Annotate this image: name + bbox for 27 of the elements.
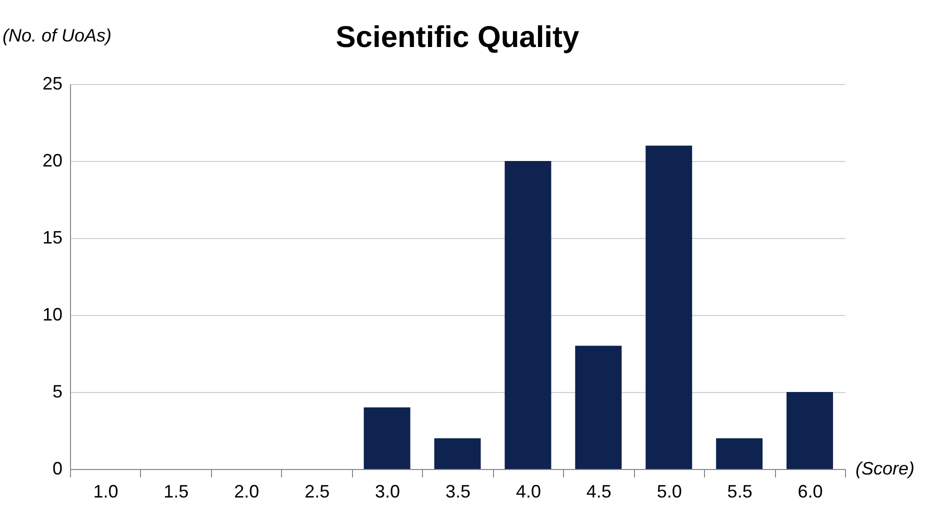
x-axis-title: (Score) [856, 458, 915, 478]
bar [364, 407, 410, 469]
y-axis-title: (No. of UoAs) [2, 26, 112, 46]
y-tick-label: 15 [42, 228, 62, 248]
y-tick-label: 20 [42, 150, 62, 170]
y-tick-label: 0 [52, 458, 62, 478]
x-tick-label: 1.0 [93, 482, 118, 502]
x-tick-label: 2.0 [234, 482, 260, 502]
chart-title: Scientific Quality [336, 21, 580, 54]
x-tick-label: 2.5 [304, 482, 330, 502]
x-tick-label: 4.5 [586, 482, 612, 502]
y-tick-label: 10 [42, 304, 62, 324]
bar [646, 146, 692, 469]
bar [716, 438, 763, 469]
x-tick-label: 4.0 [516, 482, 541, 502]
bar [575, 346, 622, 469]
x-tick-label: 3.0 [375, 482, 400, 502]
x-tick-label: 1.5 [164, 482, 189, 502]
x-tick-label: 5.5 [727, 482, 752, 502]
bar [434, 438, 481, 469]
bar [786, 392, 834, 469]
bar [504, 161, 552, 469]
y-tick-label: 25 [42, 74, 62, 94]
x-tick-label: 6.0 [798, 482, 823, 502]
x-tick-label: 5.0 [656, 482, 682, 502]
x-tick-label: 3.5 [445, 482, 471, 502]
y-tick-label: 5 [52, 382, 62, 402]
